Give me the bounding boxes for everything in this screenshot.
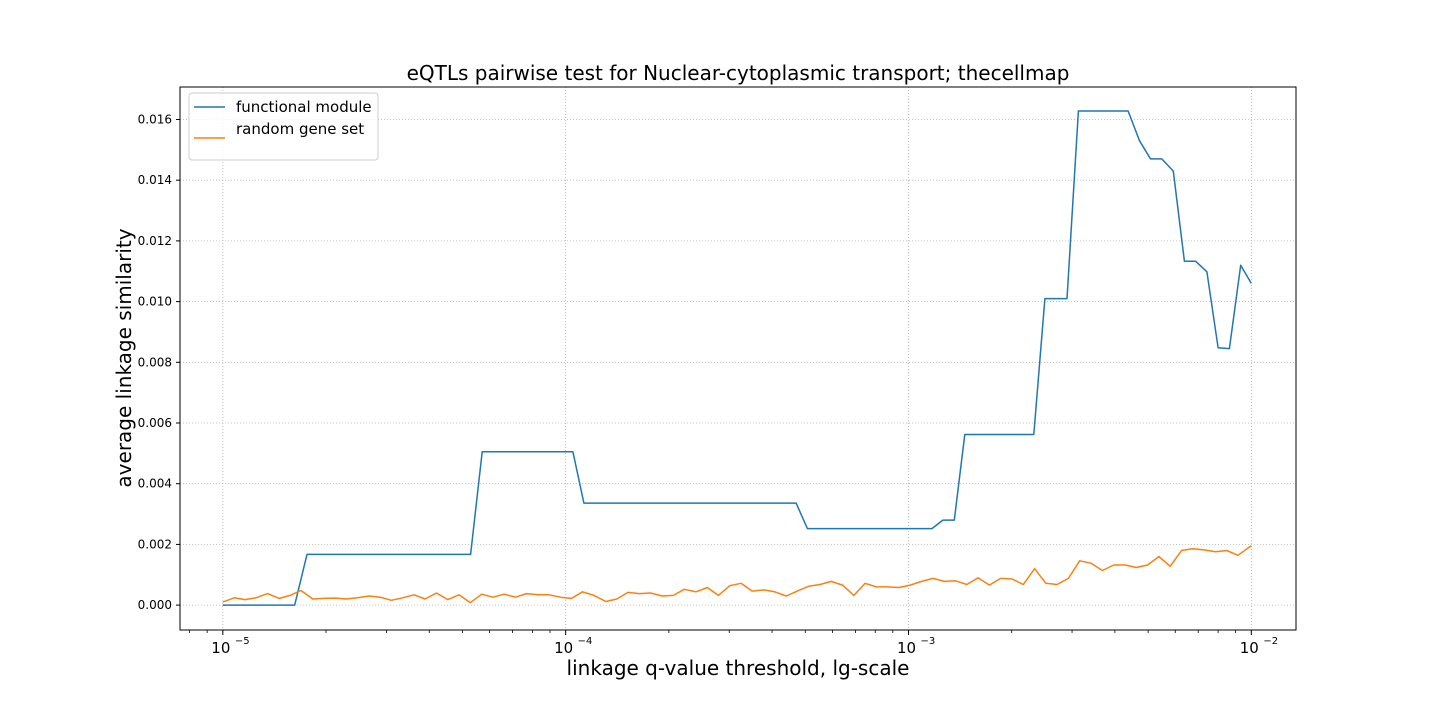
x-axis: 10 −5 10 −4 10 −3 10 −2 [189, 630, 1278, 657]
y-tick-label: 0.016 [138, 112, 172, 126]
legend-label-random-gene-set: random gene set [236, 120, 364, 138]
x-tick-label-exponent: −4 [578, 636, 593, 647]
plot-frame [179, 86, 1297, 631]
x-axis-label: linkage q-value threshold, lg-scale [567, 656, 910, 680]
y-axis-label: average linkage similarity [112, 228, 136, 487]
x-tick-label-exponent: −5 [235, 636, 250, 647]
y-tick-label: 0.004 [138, 477, 172, 491]
y-tick-label: 0.014 [138, 173, 172, 187]
y-tick-label: 0.006 [138, 416, 172, 430]
series-line-functional-module [222, 110, 1252, 606]
y-tick-label: 0.002 [138, 537, 172, 551]
x-tick-label-exponent: −3 [920, 636, 935, 647]
chart-title: eQTLs pairwise test for Nuclear-cytoplas… [407, 61, 1070, 85]
y-tick-label: 0.012 [138, 234, 172, 248]
x-tick-label-exponent: −2 [1263, 636, 1278, 647]
x-tick-label: 10 [897, 639, 916, 657]
legend-box [188, 92, 379, 161]
y-tick-label: 0.000 [138, 598, 172, 612]
x-tick-label: 10 [554, 639, 573, 657]
y-tick-label: 0.008 [138, 355, 172, 369]
x-tick-label: 10 [1240, 639, 1259, 657]
series-layer [222, 110, 1252, 606]
legend: functional module random gene set [188, 92, 379, 161]
y-tick-label: 0.010 [138, 295, 172, 309]
x-tick-label: 10 [211, 639, 230, 657]
legend-label-functional-module: functional module [236, 98, 372, 116]
series-line-random-gene-set [222, 544, 1252, 604]
y-axis: 0.000 0.002 0.004 0.006 0.008 0.010 0.012 0.014… [138, 112, 180, 612]
